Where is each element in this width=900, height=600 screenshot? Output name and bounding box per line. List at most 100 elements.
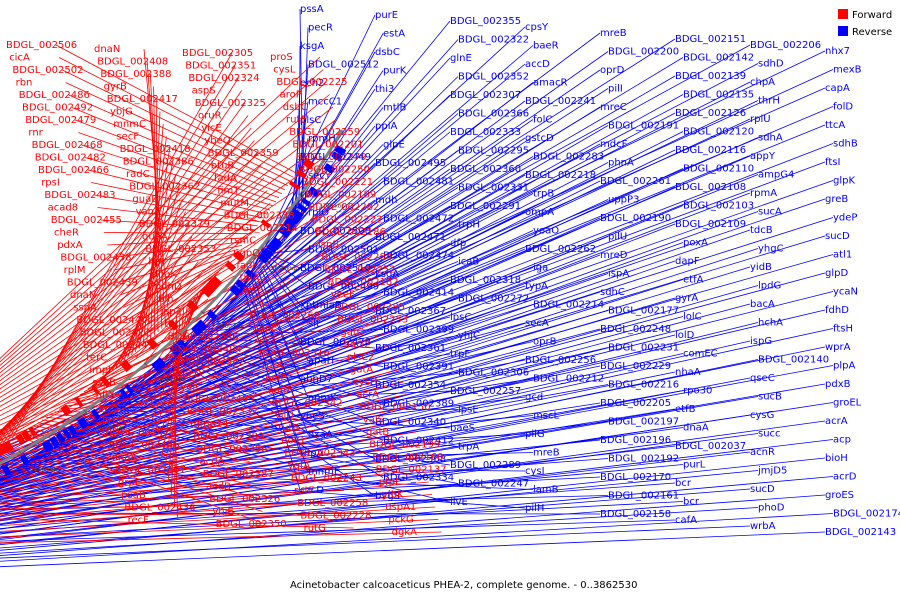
forward-gene-label: ispB [318,240,339,251]
reverse-gene-label: capA [825,83,850,94]
reverse-feature [334,145,347,156]
reverse-gene-label: yheS [300,411,325,422]
reverse-gene-label: apaH [308,356,334,367]
forward-gene-label: BDGL_002137 [376,465,447,476]
reverse-gene-label: bvgS [375,491,400,502]
forward-gene-label: BDGL_002408 [97,57,168,68]
reverse-gene-label: nhx7 [825,46,850,57]
forward-gene-label: ppiC [246,298,268,309]
reverse-gene-label: purK [383,66,407,77]
reverse-leader-line [0,322,759,509]
forward-gene-label: mutM [220,198,249,209]
forward-gene-label: BDGL_002417 [107,94,178,105]
forward-gene-label: BDGL_002285 [334,302,405,313]
forward-gene-label: BDGL_002446 [108,440,179,451]
reverse-gene-label: trpH [458,220,480,231]
forward-gene-label: BDGL_002332 [187,407,258,418]
reverse-gene-label: gcd [525,392,543,403]
reverse-leader-line [0,420,826,535]
reverse-gene-label: ech2 [300,78,324,89]
reverse-gene-label: BDGL_002206 [750,40,821,51]
forward-leader-line [0,356,397,466]
forward-leader-line [94,194,261,223]
forward-leader-line [0,106,334,374]
reverse-leader-line [182,349,384,441]
reverse-leader-line [0,235,826,487]
reverse-leader-line [10,51,609,475]
reverse-gene-label: jmjD5 [757,466,787,477]
forward-leader-line [0,269,375,431]
reverse-gene-label: BDGL_002196 [600,435,671,446]
kbp-tick-label: 2550 kbp [160,377,186,383]
reverse-feature [1,464,12,476]
reverse-gene-label: yidB [750,262,772,273]
forward-gene-label: BDGL_002362 [129,182,200,193]
forward-feature [21,429,32,442]
forward-leader-line [0,315,300,450]
forward-gene-label: BDGL_002425 [105,428,176,439]
forward-gene-label: terC [86,353,107,364]
forward-gene-label: dnaK [152,269,178,280]
forward-leader-line [0,81,327,366]
reverse-gene-label: BDGL_002212 [533,374,604,385]
reverse-gene-label: BDGL_002289 [450,460,521,471]
reverse-gene-label: rnpA [300,448,324,459]
reverse-gene-label: yhjC [458,331,480,342]
forward-leader-line [0,518,354,529]
forward-gene-label: secF [116,132,139,143]
forward-gene-label: pdhD [155,282,182,293]
forward-leader-line [20,432,263,512]
forward-gene-label: BDGL_002506 [6,40,77,51]
reverse-gene-label: hchA [758,318,783,329]
reverse-feature [257,252,270,264]
forward-gene-label: nolG [281,436,304,447]
forward-gene-label: rbn [16,78,33,89]
forward-feature [0,443,8,457]
reverse-gene-label: phnA [608,158,634,169]
reverse-leader-line [0,100,759,466]
reverse-feature [154,357,167,370]
kbp-tick-mark [18,450,22,455]
reverse-leader-line [0,106,834,458]
forward-gene-label: BDGL_002422 [80,328,151,339]
forward-leader-line [0,427,329,482]
reverse-gene-label: sdhB [833,139,858,150]
kbp-tick-mark [200,310,205,315]
forward-leader-line [0,144,343,386]
forward-gene-label: BDGL_002388 [100,69,171,80]
forward-leader-line [0,381,404,477]
reverse-gene-label: pilI [608,84,623,95]
forward-feature [28,426,38,438]
forward-gene-label: rsmC [230,236,256,247]
forward-gene-label: isp2 [161,307,182,318]
legend-swatch-forward [838,9,848,19]
reverse-feature [269,236,283,250]
forward-gene-label: BDGL_002353 [145,244,216,255]
forward-gene-label: rutF [294,486,314,497]
forward-leader-line [0,431,417,499]
reverse-feature [266,242,279,254]
reverse-leader-line [0,501,684,538]
forward-gene-label: pckG [388,515,413,526]
reverse-gene-label: glpE [383,140,405,151]
reverse-gene-label: poxA [683,238,708,249]
forward-gene-label: BDGL_002436 [124,503,195,514]
reverse-gene-label: czcD [300,485,324,496]
forward-gene-label: plsC2 [347,352,375,363]
forward-leader-line [116,248,239,283]
reverse-gene-label: BDGL_002214 [533,300,604,311]
reverse-leader-line [0,328,834,510]
forward-gene-label: BDGL_002314 [227,223,298,234]
forward-gene-label: BDGL_002324 [188,73,259,84]
reverse-leader-line [0,531,826,568]
forward-leader-line [67,373,228,404]
reverse-gene-label: BDGL_002391 [383,362,454,373]
reverse-leader-line [0,137,759,472]
forward-gene-label: BDGL_002189 [305,190,376,201]
forward-gene-label: BDGL_002346 [168,332,239,343]
forward-gene-label: cicA [9,53,30,64]
reverse-gene-label: icaB [458,257,479,268]
reverse-gene-label: BDGL_002116 [675,145,746,156]
forward-gene-label: fadA [214,173,237,184]
reverse-gene-label: BDGL_002291 [450,201,521,212]
